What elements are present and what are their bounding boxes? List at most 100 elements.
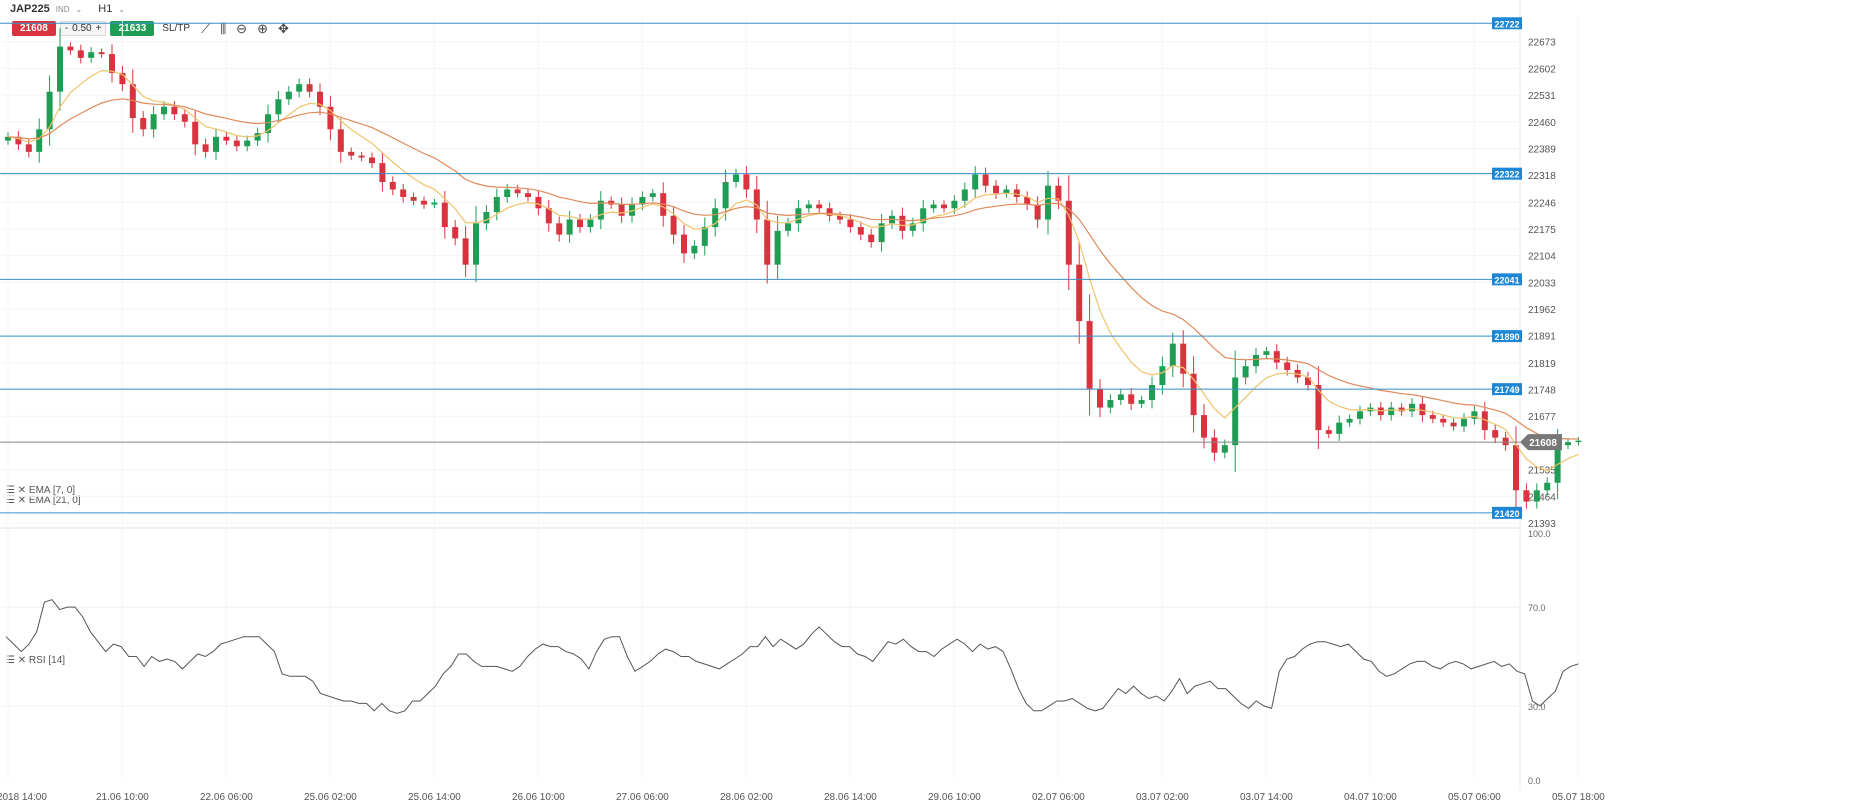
lot-plus-button[interactable]: + — [95, 23, 102, 34]
bear-candle — [837, 215, 843, 220]
bull-candle — [504, 189, 511, 197]
bull-candle — [431, 202, 438, 205]
sl-tp-button[interactable]: SL/TP — [162, 23, 191, 34]
bull-candle — [493, 196, 500, 213]
candles-icon[interactable]: ⫼ — [220, 20, 227, 36]
close-icon[interactable]: ✕ — [17, 485, 27, 496]
menu-icon[interactable]: ☰ — [6, 485, 15, 496]
bear-candle — [1315, 385, 1322, 431]
y-tick-label: 22246 — [1528, 198, 1556, 209]
crosshair-icon[interactable]: ✥ — [277, 20, 289, 36]
bear-candle — [410, 196, 417, 201]
bull-candle — [701, 227, 708, 246]
bear-candle — [171, 106, 178, 115]
x-tick-label: 25.06 14:00 — [408, 792, 461, 803]
bear-candle — [181, 114, 188, 122]
bear-candle — [1440, 418, 1447, 423]
bull-candle — [285, 91, 292, 100]
level-label: 21420 — [1494, 509, 1519, 519]
bull-candle — [649, 193, 656, 197]
y-tick-label: 21677 — [1528, 412, 1556, 423]
bear-candle — [1492, 430, 1499, 438]
bull-candle — [1565, 442, 1571, 446]
x-tick-label: 25.06 02:00 — [304, 792, 357, 803]
y-tick-label: 21819 — [1528, 359, 1556, 370]
buy-button[interactable]: 21633 — [110, 21, 155, 36]
y-tick-label: 22104 — [1528, 252, 1556, 263]
bull-candle — [566, 219, 573, 235]
ema-fast-legend[interactable]: ☰ ✕ EMA [7, 0] — [6, 485, 75, 496]
level-label-bg — [1492, 17, 1522, 30]
sell-button[interactable]: 21608 — [12, 21, 56, 36]
bear-candle — [1065, 200, 1072, 265]
x-tick-label: 03.07 14:00 — [1240, 792, 1293, 803]
bear-candle — [1097, 388, 1103, 408]
lot-size-value[interactable]: 0.50 — [72, 23, 92, 34]
symbol-dropdown-chevron-icon[interactable]: ⌄ — [75, 4, 83, 14]
menu-icon[interactable]: ☰ — [6, 655, 15, 666]
bear-candle — [1128, 394, 1135, 404]
level-label: 22041 — [1494, 275, 1519, 285]
bear-candle — [98, 52, 105, 55]
y-tick-label: 22033 — [1528, 278, 1556, 289]
bear-candle — [306, 84, 313, 92]
y-tick-label: 21748 — [1528, 386, 1556, 397]
bull-candle — [88, 52, 95, 58]
y-tick-label: 22460 — [1528, 118, 1556, 129]
close-icon[interactable]: ✕ — [17, 655, 27, 666]
bull-candle — [1003, 189, 1010, 194]
bull-candle — [795, 208, 802, 224]
bear-candle — [899, 215, 906, 231]
timeframe-chevron-down-icon[interactable]: ⌄ — [118, 4, 126, 14]
level-label-bg — [1492, 273, 1522, 286]
y-tick-label: 21393 — [1528, 519, 1556, 530]
line-chart-icon[interactable]: ⟋ — [201, 20, 211, 36]
bull-candle — [1232, 377, 1239, 446]
bull-candle — [5, 136, 11, 141]
bull-candle — [244, 140, 251, 147]
bear-candle — [1305, 377, 1311, 386]
bull-candle — [161, 106, 167, 115]
bear-candle — [1429, 415, 1436, 419]
x-tick-label: 20.06.2018 14:00 — [0, 792, 47, 803]
bull-candle — [1575, 440, 1582, 443]
level-label-bg — [1492, 383, 1522, 396]
x-tick-label: 05.07 06:00 — [1448, 792, 1501, 803]
bull-candle — [972, 174, 979, 190]
bear-candle — [441, 202, 448, 228]
bull-candle — [275, 99, 282, 115]
bull-candle — [1544, 482, 1551, 491]
symbol-name[interactable]: JAP225 — [10, 3, 50, 15]
bear-candle — [1523, 490, 1530, 502]
bear-candle — [1481, 411, 1488, 431]
timeframe-selector[interactable]: H1 — [98, 3, 113, 15]
menu-icon[interactable]: ☰ — [6, 495, 15, 506]
y-tick-label: 21464 — [1528, 492, 1556, 503]
rsi-legend[interactable]: ☰ ✕ RSI [14] — [6, 655, 65, 666]
bull-candle — [597, 200, 604, 220]
bull-candle — [296, 84, 303, 92]
bull-candle — [930, 204, 937, 209]
bear-candle — [1513, 445, 1519, 491]
level-label-bg — [1492, 167, 1522, 180]
trade-bar: 21608 - 0.50 + 21633 SL/TP ⟋ ⫼ ⊖ ⊕ ✥ — [12, 20, 292, 37]
bear-candle — [993, 185, 999, 194]
bear-candle — [379, 163, 386, 182]
zoom-out-icon[interactable]: ⊖ — [236, 20, 248, 36]
bear-candle — [317, 91, 323, 107]
bear-candle — [670, 215, 677, 235]
bear-candle — [857, 227, 864, 235]
zoom-in-icon[interactable]: ⊕ — [257, 20, 268, 36]
lot-size-stepper[interactable]: - 0.50 + — [59, 21, 107, 36]
bear-candle — [1325, 430, 1332, 434]
close-icon[interactable]: ✕ — [17, 495, 27, 506]
current-price-tag-bg — [1520, 434, 1562, 451]
rsi-line — [5, 599, 1579, 714]
bear-candle — [1450, 422, 1457, 427]
bear-candle — [868, 234, 875, 243]
ema-slow-legend[interactable]: ☰ ✕ EMA [21, 0] — [6, 495, 81, 506]
bear-candle — [109, 54, 115, 73]
bull-candle — [1409, 403, 1415, 412]
lot-minus-button[interactable]: - — [64, 23, 69, 34]
